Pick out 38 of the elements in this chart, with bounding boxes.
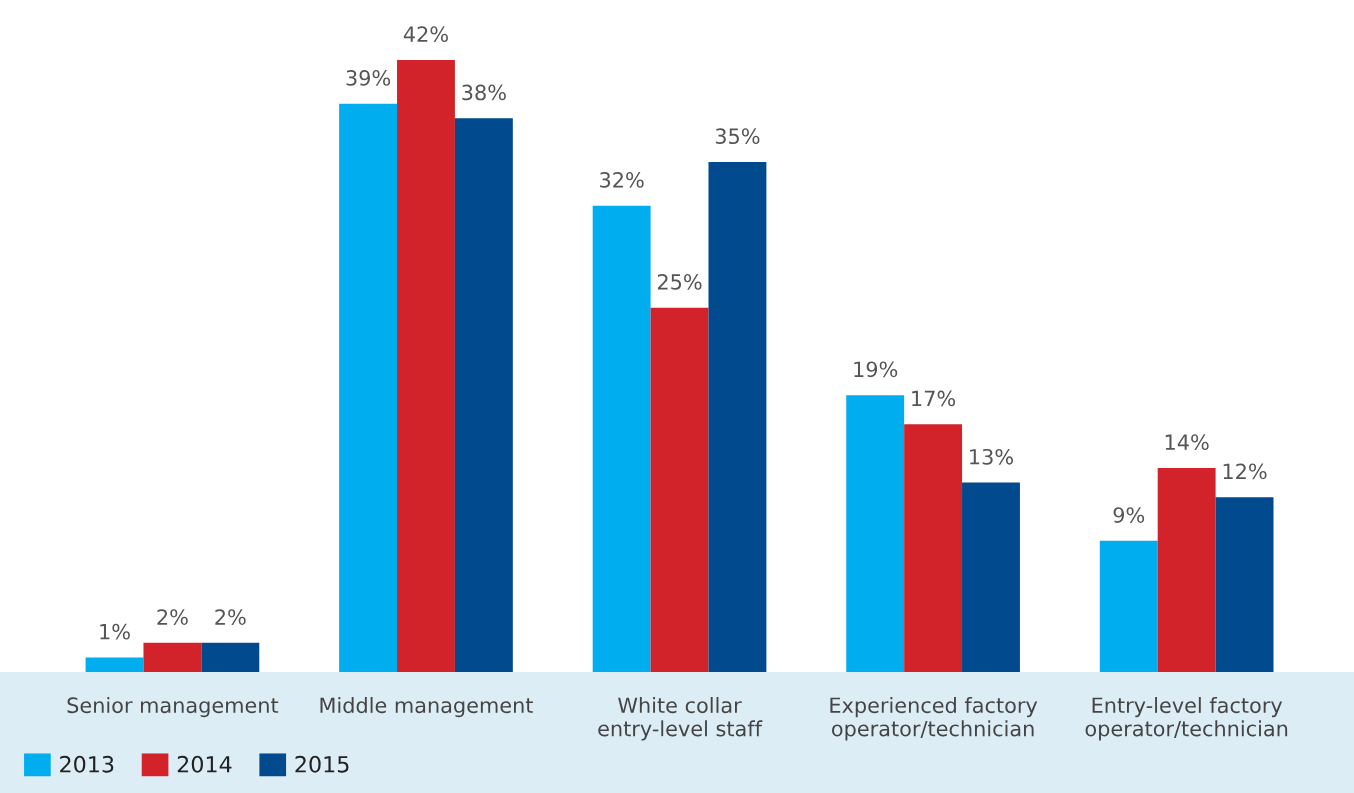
data-label: 35% bbox=[715, 128, 760, 145]
x-tick-label: White collar entry-level staff bbox=[598, 697, 763, 741]
bar bbox=[1215, 497, 1274, 672]
bar bbox=[201, 642, 260, 672]
data-label: 2% bbox=[157, 609, 188, 625]
data-label: 25% bbox=[657, 274, 702, 290]
data-label: 1% bbox=[100, 623, 130, 640]
bar bbox=[904, 424, 963, 672]
bar bbox=[592, 205, 651, 672]
bar bbox=[846, 395, 905, 672]
x-tick-label: Entry-level factory operator/technician bbox=[1085, 697, 1288, 741]
x-tick-label: Experienced factory operator/technician bbox=[830, 697, 1038, 741]
data-label: 9% bbox=[1113, 507, 1145, 523]
data-label: 13% bbox=[970, 448, 1013, 465]
x-tick-label: Middle management bbox=[320, 697, 533, 718]
bar bbox=[650, 307, 709, 672]
data-label: 32% bbox=[600, 172, 644, 188]
data-label: 2% bbox=[215, 609, 246, 625]
bar bbox=[85, 657, 144, 672]
bar bbox=[708, 161, 767, 672]
data-label: 19% bbox=[854, 361, 898, 378]
legend-label: 2013 bbox=[60, 755, 114, 773]
bar bbox=[397, 59, 455, 672]
bar bbox=[454, 118, 513, 672]
bar bbox=[1099, 540, 1158, 672]
data-label: 42% bbox=[403, 26, 448, 43]
data-label: 39% bbox=[346, 70, 391, 86]
bar bbox=[143, 642, 202, 672]
legend-label: 2015 bbox=[295, 755, 349, 773]
data-label: 14% bbox=[1165, 434, 1209, 451]
bar bbox=[1157, 467, 1216, 672]
data-label: 38% bbox=[462, 84, 506, 101]
legend-label: 2014 bbox=[177, 755, 232, 773]
bar bbox=[339, 103, 398, 672]
data-label: 17% bbox=[912, 390, 956, 407]
data-label: 12% bbox=[1223, 463, 1267, 480]
x-tick-label: Senior management bbox=[67, 697, 279, 718]
bar bbox=[962, 482, 1020, 672]
